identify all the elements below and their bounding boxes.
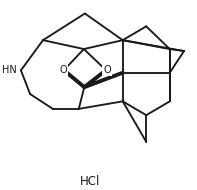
Text: O: O bbox=[59, 65, 67, 75]
Text: HN: HN bbox=[2, 65, 17, 75]
Text: HCl: HCl bbox=[80, 175, 100, 188]
Text: O: O bbox=[103, 65, 111, 75]
